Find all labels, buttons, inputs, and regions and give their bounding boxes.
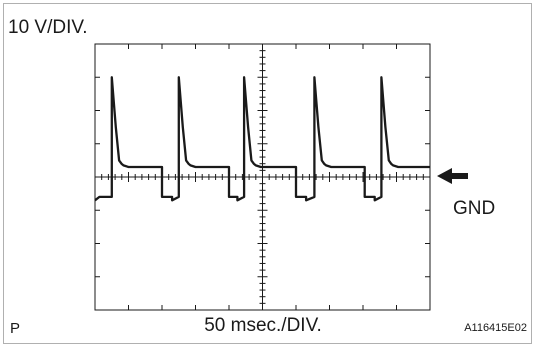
gnd-marker	[437, 168, 468, 184]
time-per-div-label: 50 msec./DIV.	[204, 315, 322, 336]
figure-border	[3, 3, 532, 344]
gnd-label: GND	[453, 198, 495, 219]
figure-id: A116415E02	[464, 322, 527, 334]
waveform-trace	[94, 76, 430, 202]
corner-label: P	[10, 320, 20, 337]
volt-per-div-label: 10 V/DIV.	[8, 17, 88, 38]
arrow-left-icon	[437, 168, 468, 184]
crosshair-grid	[94, 43, 431, 311]
